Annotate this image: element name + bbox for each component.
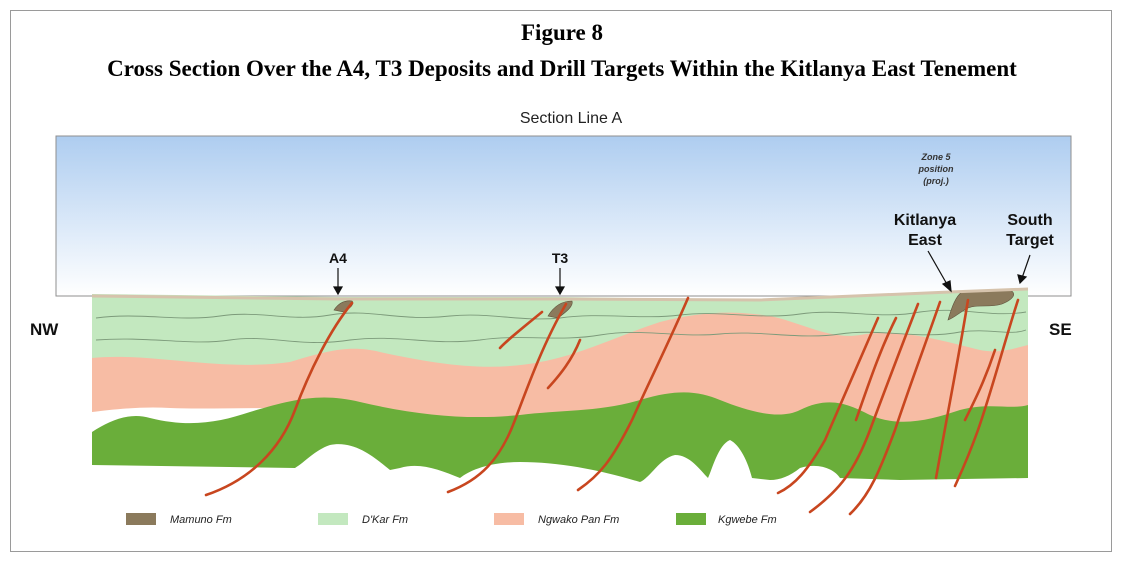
zone5-label: Zone 5 position (proj.) xyxy=(918,152,954,186)
surface-line xyxy=(91,287,1029,302)
sky-panel xyxy=(55,135,1072,297)
figure-title: Cross Section Over the A4, T3 Deposits a… xyxy=(107,56,1017,81)
svg-text:Kgwebe Fm: Kgwebe Fm xyxy=(718,514,777,526)
legend-item-dkar: D'Kar Fm xyxy=(318,513,408,526)
svg-text:(proj.): (proj.) xyxy=(923,176,949,186)
dkar-contour-lines xyxy=(95,309,1027,343)
kgwebe-formation xyxy=(92,392,1028,482)
legend-item-kgwebe: Kgwebe Fm xyxy=(676,513,777,526)
svg-text:Ngwako Pan Fm: Ngwako Pan Fm xyxy=(538,514,619,526)
south-target-label: South Target xyxy=(1006,212,1054,249)
legend: Mamuno Fm D'Kar Fm Ngwako Pan Fm Kgwebe … xyxy=(126,513,777,526)
svg-text:East: East xyxy=(908,232,942,249)
kitlanya-east-label: Kitlanya East xyxy=(894,212,956,249)
t3-label: T3 xyxy=(552,250,569,266)
svg-text:Target: Target xyxy=(1006,232,1054,249)
svg-text:Mamuno Fm: Mamuno Fm xyxy=(170,514,232,526)
legend-item-mamuno: Mamuno Fm xyxy=(126,513,232,526)
nw-label: NW xyxy=(30,320,59,339)
fault-lines xyxy=(204,296,1020,516)
callout-arrows xyxy=(332,250,1031,296)
figure-frame xyxy=(10,10,1112,552)
svg-text:D'Kar Fm: D'Kar Fm xyxy=(362,514,408,526)
se-label: SE xyxy=(1049,320,1072,339)
svg-text:Kitlanya: Kitlanya xyxy=(894,212,956,229)
section-line-label: Section Line A xyxy=(520,110,623,127)
svg-text:South: South xyxy=(1007,212,1052,229)
svg-text:position: position xyxy=(918,164,954,174)
figure-number: Figure 8 xyxy=(521,20,603,45)
a4-label: A4 xyxy=(329,250,347,266)
legend-item-ngwako-pan: Ngwako Pan Fm xyxy=(494,513,619,526)
svg-text:Zone 5: Zone 5 xyxy=(920,152,951,162)
